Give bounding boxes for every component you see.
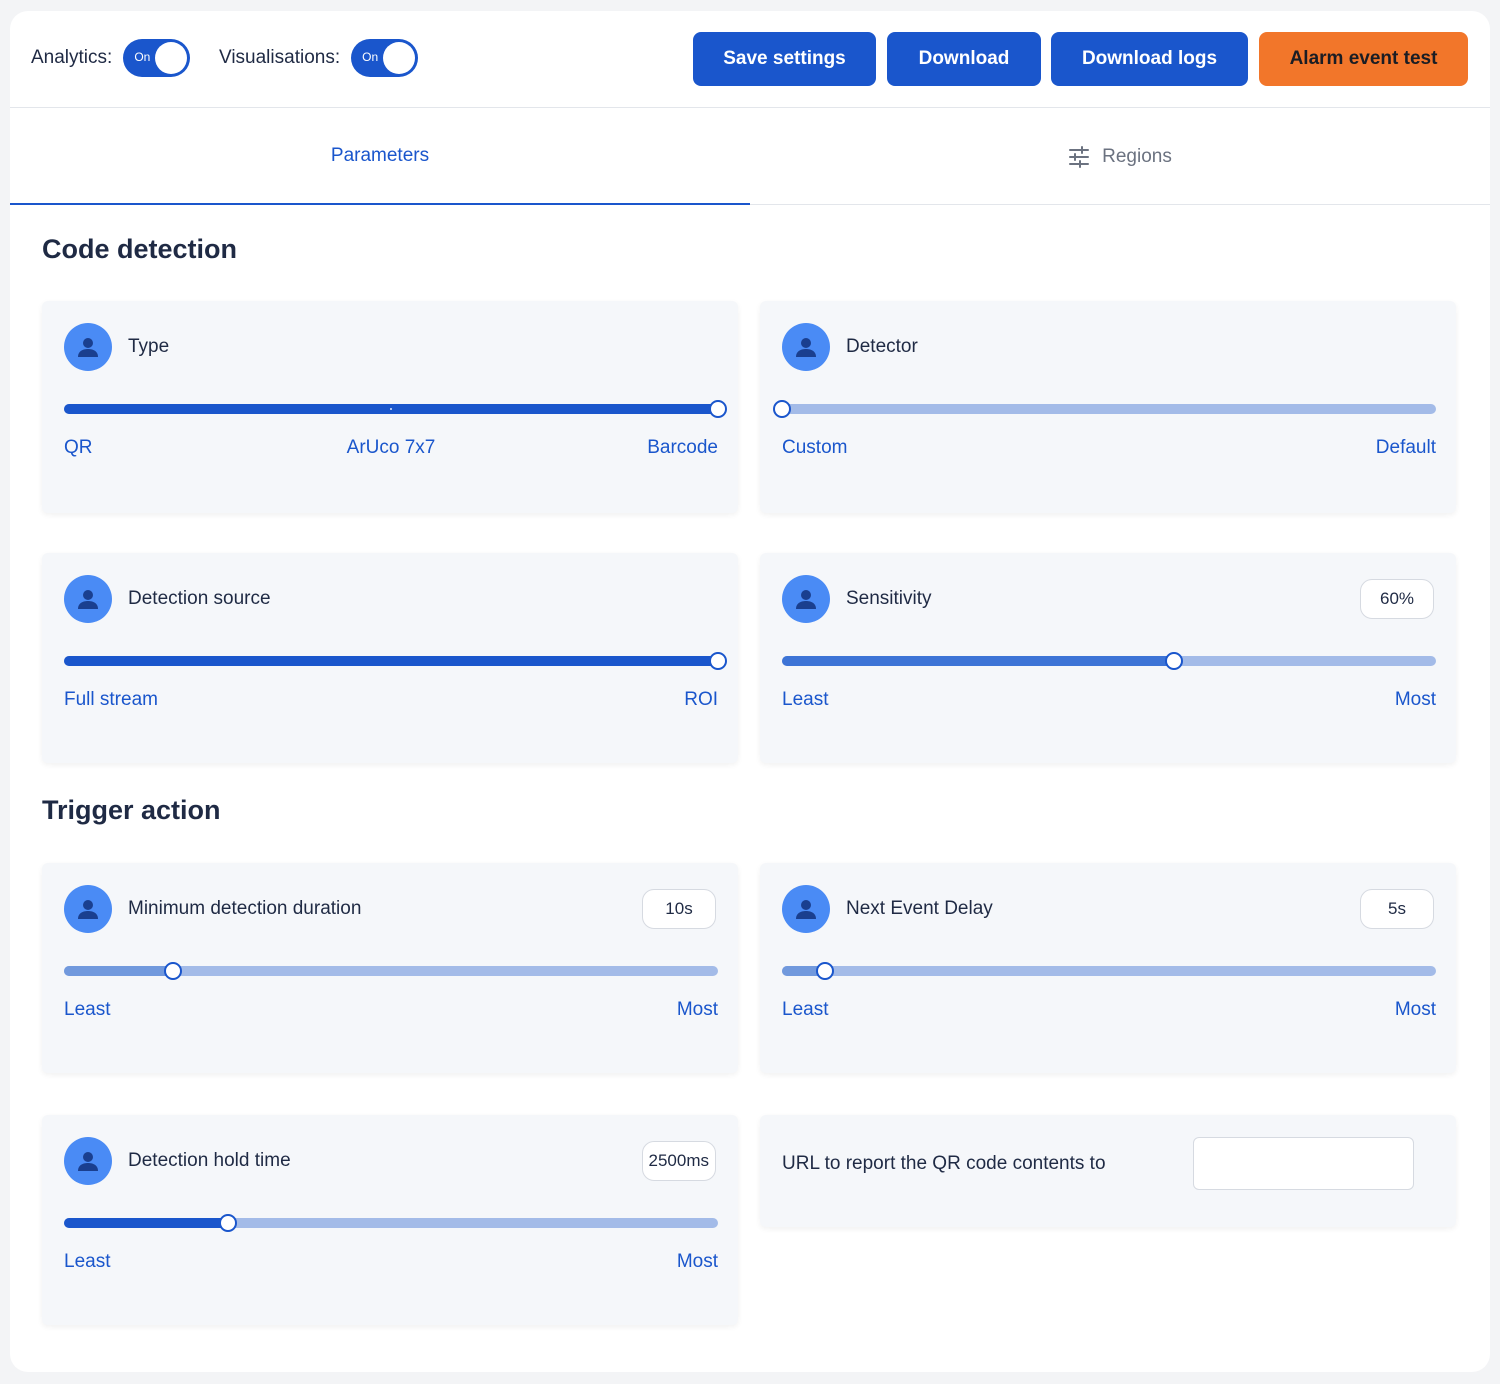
min-duration-slider[interactable] — [64, 962, 718, 980]
analytics-label: Analytics: — [31, 47, 113, 68]
toggle-knob — [155, 42, 188, 74]
card-title: Next Event Delay — [846, 898, 993, 919]
top-bar: Analytics: On Visualisations: On Save se… — [10, 11, 1490, 108]
slider-thumb[interactable] — [773, 400, 791, 418]
slider-fill — [64, 1218, 228, 1228]
slider-thumb[interactable] — [218, 1214, 237, 1232]
report-url-input[interactable] — [1193, 1137, 1414, 1190]
card-title: Minimum detection duration — [128, 898, 362, 919]
hold-time-value-badge: 2500ms — [641, 1141, 716, 1181]
analytics-toggle[interactable]: On — [123, 39, 191, 77]
type-slider[interactable] — [64, 400, 727, 418]
sensitivity-slider[interactable] — [782, 652, 1436, 670]
card-title: Detection hold time — [128, 1150, 291, 1171]
card-minimum-detection-duration: Minimum detection duration 10s Least Mos… — [42, 863, 738, 1073]
type-option-aruco[interactable]: ArUco 7x7 — [346, 437, 436, 458]
card-report-url: URL to report the QR code contents to — [760, 1115, 1456, 1227]
slider-max-label: Most — [1394, 689, 1436, 710]
alarm-event-test-button[interactable]: Alarm event test — [1259, 32, 1468, 86]
slider-thumb[interactable] — [1165, 652, 1184, 670]
tab-regions-label: Regions — [1102, 145, 1172, 167]
tab-parameters-label: Parameters — [330, 144, 430, 166]
tab-bar: Parameters Regions — [10, 108, 1490, 205]
visualisations-toggle-state: On — [362, 50, 379, 64]
source-option-full-stream[interactable]: Full stream — [64, 689, 158, 710]
card-next-event-delay: Next Event Delay 5s Least Most — [760, 863, 1456, 1073]
section-title-trigger-action: Trigger action — [42, 795, 221, 825]
card-title: Type — [128, 336, 170, 357]
tab-regions[interactable]: Regions — [750, 108, 1490, 205]
hold-time-slider[interactable] — [64, 1214, 718, 1232]
slider-fill — [782, 656, 1175, 666]
tab-parameters[interactable]: Parameters — [10, 108, 750, 205]
sliders-icon — [1069, 145, 1090, 168]
card-type: Type QR ArUco 7x7 Barcode — [42, 301, 738, 513]
slider-fill — [64, 656, 718, 666]
type-option-qr[interactable]: QR — [64, 437, 93, 458]
slider-fill — [782, 966, 826, 976]
download-button[interactable]: Download — [887, 32, 1041, 86]
card-title: Sensitivity — [846, 588, 932, 609]
toggle-knob — [383, 42, 416, 74]
user-icon — [782, 575, 830, 623]
next-event-delay-value-badge: 5s — [1360, 889, 1434, 929]
slider-min-label: Least — [782, 689, 829, 710]
settings-panel: Analytics: On Visualisations: On Save se… — [10, 11, 1490, 1372]
visualisations-label: Visualisations: — [219, 47, 341, 68]
card-sensitivity: Sensitivity 60% Least Most — [760, 553, 1456, 763]
slider-thumb[interactable] — [709, 400, 727, 418]
source-option-roi[interactable]: ROI — [684, 689, 718, 710]
visualisations-toggle[interactable]: On — [351, 39, 419, 77]
next-event-delay-slider[interactable] — [782, 962, 1436, 980]
slider-tick — [390, 408, 392, 410]
detector-option-custom[interactable]: Custom — [782, 437, 848, 458]
slider-max-label: Most — [676, 999, 718, 1020]
save-settings-button[interactable]: Save settings — [693, 32, 876, 86]
slider-min-label: Least — [64, 1251, 111, 1272]
user-icon — [64, 575, 112, 623]
slider-thumb[interactable] — [709, 652, 727, 670]
analytics-toggle-group: Analytics: On — [31, 39, 191, 77]
report-url-label: URL to report the QR code contents to — [782, 1153, 1106, 1174]
section-title-code-detection: Code detection — [42, 234, 238, 264]
download-logs-button[interactable]: Download logs — [1051, 32, 1248, 86]
detection-source-slider[interactable] — [64, 652, 727, 670]
slider-max-label: Most — [676, 1251, 718, 1272]
slider-max-label: Most — [1394, 999, 1436, 1020]
user-icon — [64, 1137, 112, 1185]
detector-option-default[interactable]: Default — [1375, 437, 1436, 458]
slider-thumb[interactable] — [163, 962, 182, 980]
user-icon — [64, 885, 112, 933]
card-detection-source: Detection source Full stream ROI — [42, 553, 738, 763]
slider-min-label: Least — [782, 999, 829, 1020]
sensitivity-value-badge: 60% — [1360, 579, 1434, 619]
slider-thumb[interactable] — [816, 962, 835, 980]
user-icon — [64, 323, 112, 371]
type-option-barcode[interactable]: Barcode — [647, 437, 718, 458]
user-icon — [782, 323, 830, 371]
card-detector: Detector Custom Default — [760, 301, 1456, 513]
slider-fill — [64, 966, 173, 976]
detector-slider[interactable] — [773, 400, 1436, 418]
slider-min-label: Least — [64, 999, 111, 1020]
visualisations-toggle-group: Visualisations: On — [219, 39, 419, 77]
user-icon — [782, 885, 830, 933]
analytics-toggle-state: On — [134, 50, 151, 64]
min-duration-value-badge: 10s — [642, 889, 716, 929]
card-title: Detection source — [128, 588, 271, 609]
card-title: Detector — [846, 336, 918, 357]
card-detection-hold-time: Detection hold time 2500ms Least Most — [42, 1115, 738, 1325]
